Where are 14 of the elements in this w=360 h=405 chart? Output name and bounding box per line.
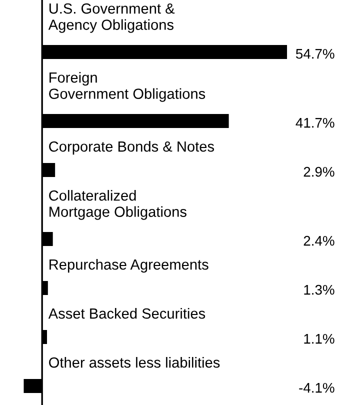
data-label: 41.7%: [296, 118, 334, 128]
y-tick-label: Corporate Bonds & Notes: [49, 141, 214, 155]
data-label: 1.1%: [304, 334, 334, 344]
y-tick-label: Foreign Government Obligations: [49, 72, 206, 102]
data-label: 2.9%: [304, 166, 334, 177]
y-tick-label: Other assets less liabilities: [49, 357, 220, 368]
y-tick-label: Collateralized Mortgage Obligations: [49, 190, 186, 220]
data-label: 2.4%: [304, 236, 334, 246]
data-label: 1.3%: [304, 284, 334, 295]
y-tick-label: U.S. Government & Agency Obligations: [48, 3, 175, 33]
y-tick-label: Asset Backed Securities: [48, 308, 206, 319]
y-tick-label: Repurchase Agreements: [50, 259, 208, 273]
data-label: -4.1%: [299, 382, 334, 393]
data-label: 54.7%: [296, 48, 334, 59]
